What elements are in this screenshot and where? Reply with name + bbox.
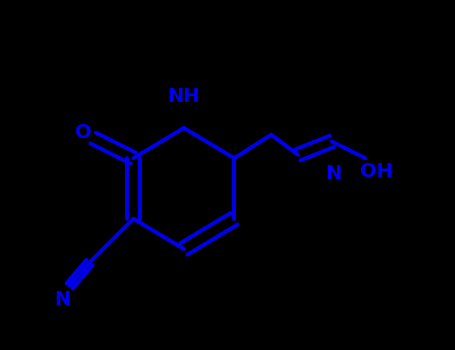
Text: N: N xyxy=(325,164,342,183)
Text: N: N xyxy=(55,290,71,309)
Text: OH: OH xyxy=(360,162,393,181)
Text: NH: NH xyxy=(167,86,200,105)
Text: O: O xyxy=(75,124,91,142)
